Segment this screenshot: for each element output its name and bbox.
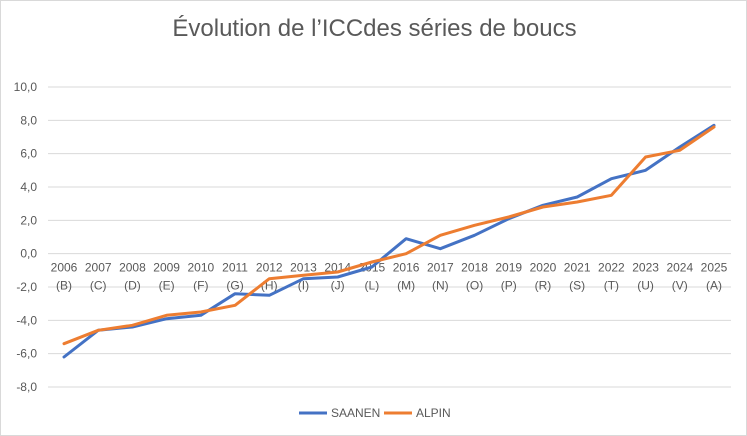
- x-tick-sublabel: (H): [261, 279, 278, 293]
- x-tick-label: 2006: [51, 261, 78, 275]
- x-tick-sublabel: (E): [159, 279, 175, 293]
- x-tick-sublabel: (U): [637, 279, 654, 293]
- x-tick-sublabel: (I): [298, 279, 309, 293]
- y-tick-label: 10,0: [14, 80, 38, 94]
- x-tick-label: 2020: [530, 261, 557, 275]
- x-tick-sublabel: (L): [365, 279, 380, 293]
- x-tick-sublabel: (F): [193, 279, 208, 293]
- x-tick-label: 2017: [427, 261, 454, 275]
- x-tick-label: 2007: [85, 261, 112, 275]
- x-tick-label: 2009: [153, 261, 180, 275]
- y-tick-label: 0,0: [20, 247, 37, 261]
- x-tick-label: 2016: [393, 261, 420, 275]
- x-tick-label: 2008: [119, 261, 146, 275]
- x-tick-label: 2013: [290, 261, 317, 275]
- x-tick-label: 2018: [461, 261, 488, 275]
- x-tick-sublabel: (B): [56, 279, 72, 293]
- chart-title: Évolution de l’ICCdes séries de boucs: [172, 15, 577, 42]
- x-tick-sublabel: (V): [672, 279, 688, 293]
- x-tick-label: 2025: [701, 261, 728, 275]
- x-tick-sublabel: (S): [569, 279, 585, 293]
- x-tick-sublabel: (G): [226, 279, 243, 293]
- x-tick-label: 2012: [256, 261, 283, 275]
- x-tick-sublabel: (P): [501, 279, 517, 293]
- x-tick-sublabel: (R): [535, 279, 552, 293]
- x-tick-label: 2022: [598, 261, 625, 275]
- x-tick-sublabel: (D): [124, 279, 141, 293]
- x-tick-sublabel: (A): [706, 279, 722, 293]
- x-tick-sublabel: (M): [397, 279, 415, 293]
- x-tick-sublabel: (C): [90, 279, 107, 293]
- y-tick-label: 2,0: [20, 213, 37, 227]
- series-line-alpin: [62, 125, 716, 346]
- x-tick-label: 2011: [222, 261, 248, 275]
- y-tick-label: 4,0: [20, 180, 37, 194]
- x-tick-label: 2023: [632, 261, 659, 275]
- x-tick-label: 2019: [495, 261, 522, 275]
- x-tick-sublabel: (N): [432, 279, 449, 293]
- x-tick-sublabel: (T): [604, 279, 619, 293]
- y-tick-label: 8,0: [20, 113, 37, 127]
- x-tick-label: 2010: [187, 261, 214, 275]
- y-tick-label: -2,0: [16, 280, 37, 294]
- y-tick-label: -8,0: [16, 380, 37, 394]
- x-tick-label: 2021: [564, 261, 591, 275]
- y-tick-label: -4,0: [16, 313, 37, 327]
- y-tick-label: 6,0: [20, 147, 37, 161]
- y-tick-label: -6,0: [16, 347, 37, 361]
- x-tick-sublabel: (O): [466, 279, 483, 293]
- x-tick-sublabel: (J): [331, 279, 345, 293]
- series-line-saanen: [62, 123, 716, 359]
- legend-label-saanen: SAANEN: [331, 406, 380, 420]
- legend-label-alpin: ALPIN: [416, 406, 451, 420]
- x-tick-label: 2024: [666, 261, 693, 275]
